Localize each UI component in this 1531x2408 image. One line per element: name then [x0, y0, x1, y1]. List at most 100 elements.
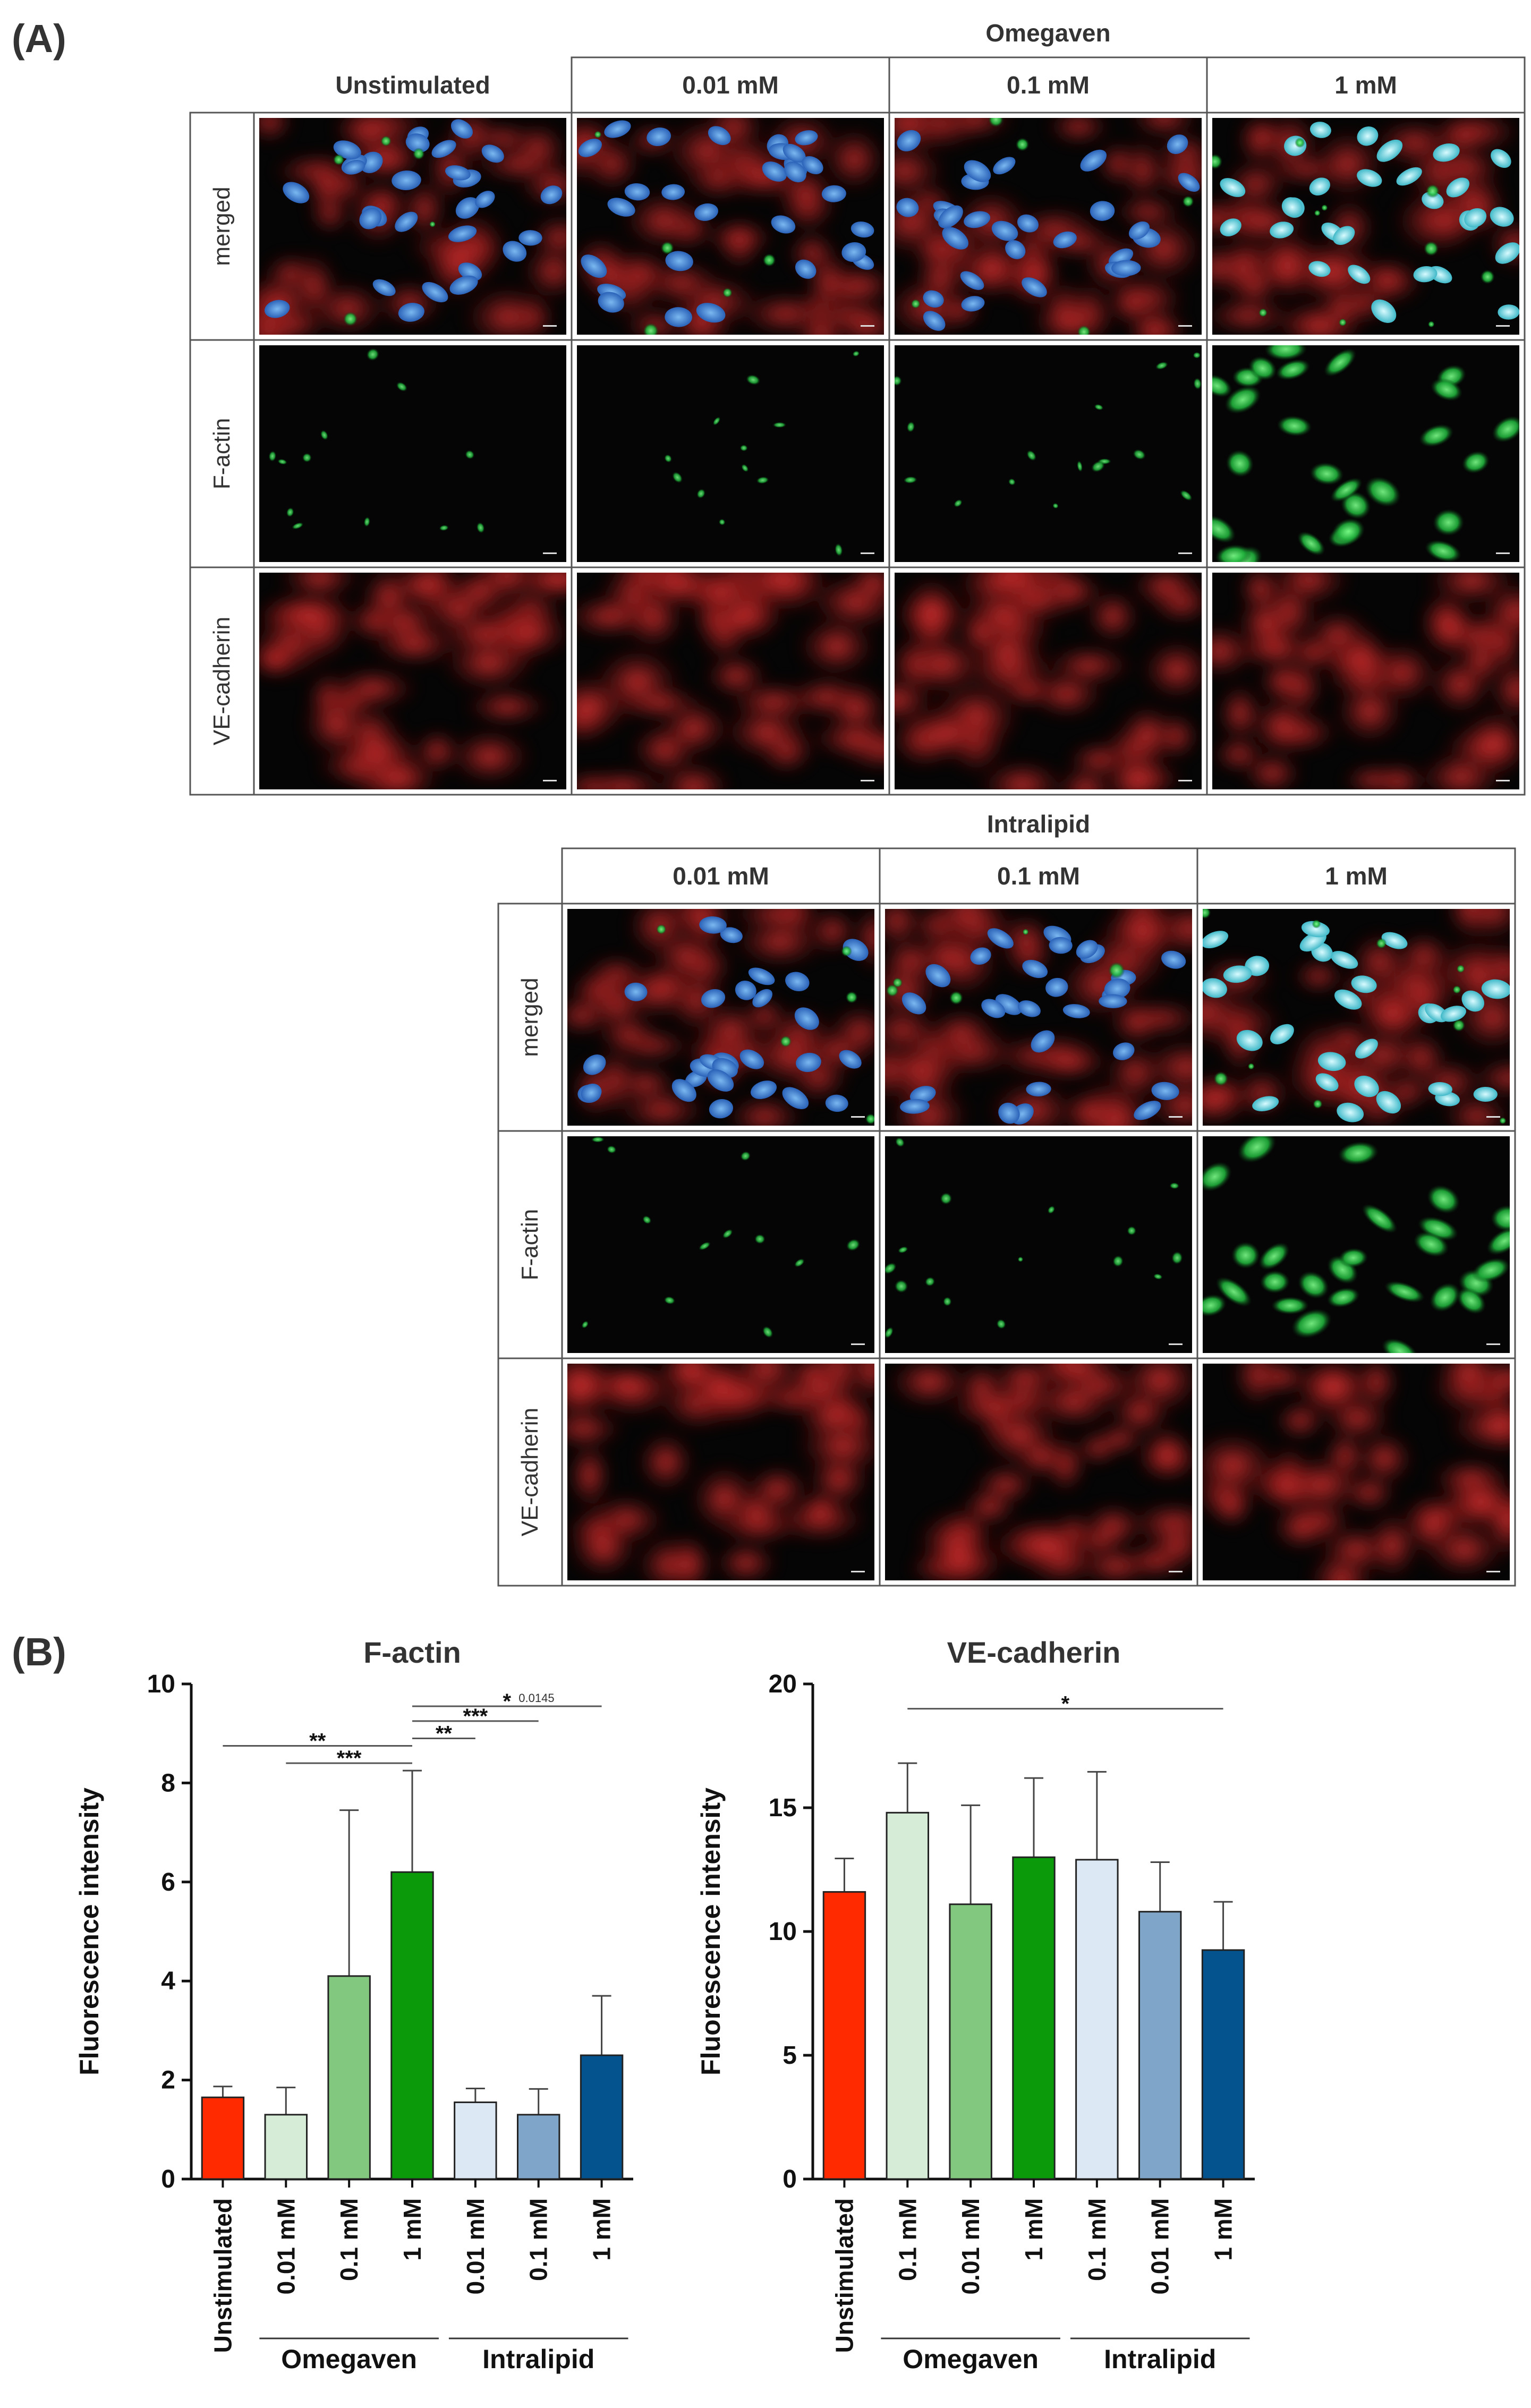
nucleus — [1355, 1039, 1378, 1059]
nucleus — [1270, 222, 1294, 239]
nucleus — [796, 1052, 821, 1073]
f-actin-signal — [1431, 378, 1462, 401]
f-actin-signal — [277, 458, 287, 465]
scale-bar — [1496, 325, 1510, 327]
scale-bar — [851, 1116, 865, 1118]
y-tick-label: 2 — [161, 2066, 175, 2095]
f-actin-signal — [772, 422, 787, 428]
nucleus — [1428, 1082, 1453, 1096]
nucleus — [392, 170, 421, 190]
f-actin-signal — [1275, 359, 1311, 380]
nucleus — [1461, 990, 1484, 1012]
f-actin-signal — [1338, 1248, 1368, 1268]
nucleus — [896, 198, 919, 217]
nucleus — [1440, 1006, 1466, 1022]
f-actin-signal — [363, 516, 370, 527]
green-spot — [841, 946, 852, 957]
nucleus — [720, 927, 743, 943]
micrograph-merged — [1203, 909, 1510, 1126]
nucleus — [964, 160, 991, 182]
f-actin-signal — [1413, 1231, 1449, 1257]
micrograph-merged — [1212, 118, 1519, 335]
green-spot — [1247, 1062, 1255, 1070]
micrograph-red — [259, 573, 566, 789]
f-actin-signal — [1077, 461, 1083, 472]
bar — [1012, 1856, 1056, 2180]
y-tick-label: 15 — [769, 1794, 797, 1822]
nucleus — [1330, 951, 1358, 969]
f-actin-signal — [722, 1229, 733, 1239]
column-header: 1 mM — [1325, 862, 1388, 890]
nucleus — [1348, 265, 1371, 284]
nucleus — [1334, 989, 1362, 1010]
row-label: VE-cadherin — [517, 1408, 543, 1536]
f-actin-signal — [954, 499, 963, 507]
nucleus — [1076, 940, 1098, 959]
grid-frame — [497, 903, 1516, 1587]
y-tick-label: 4 — [161, 1967, 175, 1995]
chart-title: VE-cadherin — [947, 1636, 1121, 1669]
f-actin-signal — [476, 522, 485, 533]
nucleus — [696, 303, 726, 323]
f-actin-signal — [1248, 356, 1277, 381]
f-actin-signal — [1277, 415, 1312, 437]
green-spot — [1456, 964, 1465, 973]
micrograph-bg — [1212, 345, 1519, 562]
f-actin-signal — [292, 522, 304, 530]
nucleus — [607, 198, 635, 217]
nucleus — [1317, 1052, 1346, 1071]
f-actin-signal — [885, 1262, 897, 1274]
f-actin-signal — [1112, 1255, 1124, 1267]
f-actin-signal — [1169, 1182, 1180, 1189]
f-actin-signal — [1384, 1281, 1425, 1303]
nucleus — [897, 130, 921, 151]
f-actin-signal — [366, 348, 379, 361]
f-actin-signal — [1052, 503, 1059, 509]
micrograph-green — [567, 1136, 874, 1353]
significance-p-value: 0.0145 — [518, 1691, 554, 1705]
nucleus — [785, 972, 810, 992]
chart-title: F-actin — [363, 1636, 461, 1669]
scale-bar — [1486, 1343, 1500, 1345]
green-spot — [722, 287, 733, 298]
green-spot — [1480, 269, 1495, 284]
bar — [264, 2114, 308, 2180]
x-tick-label: 1 mM — [1020, 2198, 1048, 2261]
f-actin-signal — [943, 1297, 952, 1306]
nucleus — [264, 300, 290, 318]
f-actin-signal — [741, 464, 749, 472]
row-label: F-actin — [209, 418, 235, 489]
nucleus — [1481, 979, 1510, 999]
green-spot — [780, 1035, 792, 1048]
nucleus — [455, 197, 480, 219]
nucleus — [1167, 134, 1188, 154]
column-header: 0.01 mM — [673, 862, 769, 890]
nucleus — [964, 211, 991, 228]
nucleus — [1371, 299, 1397, 323]
nucleus — [1357, 126, 1379, 146]
nucleus — [1354, 1075, 1379, 1097]
nucleus — [1357, 169, 1382, 187]
nucleus — [762, 161, 787, 182]
x-tick-label: 1 mM — [1210, 2198, 1237, 2261]
green-spot — [988, 118, 1004, 127]
nucleus — [1315, 1073, 1339, 1092]
f-actin-signal — [465, 450, 475, 460]
y-tick-label: 8 — [161, 1769, 175, 1797]
green-spot — [1022, 929, 1029, 935]
panel-a-figure: (A) Omegaven Unstimulated 0.01 mM 0.1 mM 1 m… — [12, 16, 1526, 1587]
row-label: VE-cadherin — [209, 617, 235, 745]
nucleus — [481, 144, 504, 163]
f-actin-signal — [1008, 478, 1016, 486]
green-spot — [660, 241, 674, 255]
micrograph-bg — [577, 345, 884, 562]
nucleus — [751, 1080, 777, 1099]
nucleus — [701, 989, 726, 1008]
nucleus — [518, 230, 542, 246]
micrograph-merged — [567, 909, 874, 1126]
y-axis-label: Fluorescence intensity — [696, 1788, 726, 2075]
group-title-omegaven: Omegaven — [985, 19, 1110, 47]
nucleus — [1022, 959, 1048, 978]
nucleus — [1433, 143, 1460, 162]
nucleus — [1099, 994, 1127, 1008]
